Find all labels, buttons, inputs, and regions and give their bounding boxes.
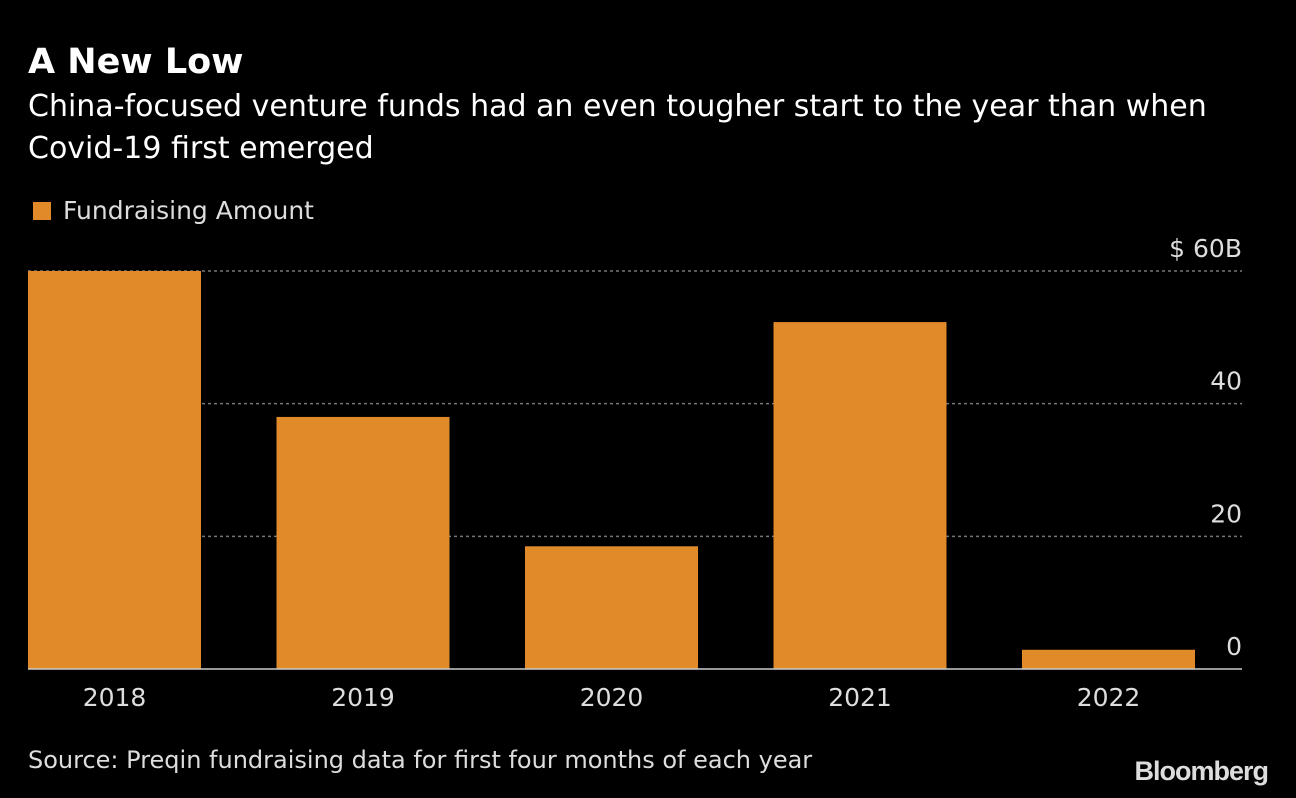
- bar-2020: [525, 546, 698, 669]
- x-tick-label: 2019: [331, 683, 395, 712]
- chart-subtitle: China-focused venture funds had an even …: [28, 89, 1207, 166]
- source-note: Source: Preqin fundraising data for firs…: [28, 746, 813, 774]
- y-tick-label: 40: [1210, 367, 1242, 396]
- x-tick-label: 2018: [83, 683, 147, 712]
- x-tick-label: 2020: [580, 683, 644, 712]
- bar-2019: [276, 416, 450, 669]
- y-tick-label: 0: [1226, 632, 1242, 661]
- chart-title: A New Low: [28, 42, 244, 82]
- x-tick-label: 2021: [828, 683, 892, 712]
- y-tick-label: $ 60B: [1169, 234, 1242, 263]
- bloomberg-logo: Bloomberg: [1134, 756, 1269, 786]
- legend-label: Fundraising Amount: [63, 196, 314, 225]
- y-tick-label: 20: [1210, 499, 1242, 528]
- x-tick-label: 2022: [1077, 683, 1141, 712]
- bar-2018: [28, 271, 201, 669]
- bar-2022: [1022, 649, 1195, 669]
- bar-2021: [773, 322, 947, 669]
- legend: Fundraising Amount: [33, 196, 314, 225]
- legend-swatch: [33, 201, 51, 220]
